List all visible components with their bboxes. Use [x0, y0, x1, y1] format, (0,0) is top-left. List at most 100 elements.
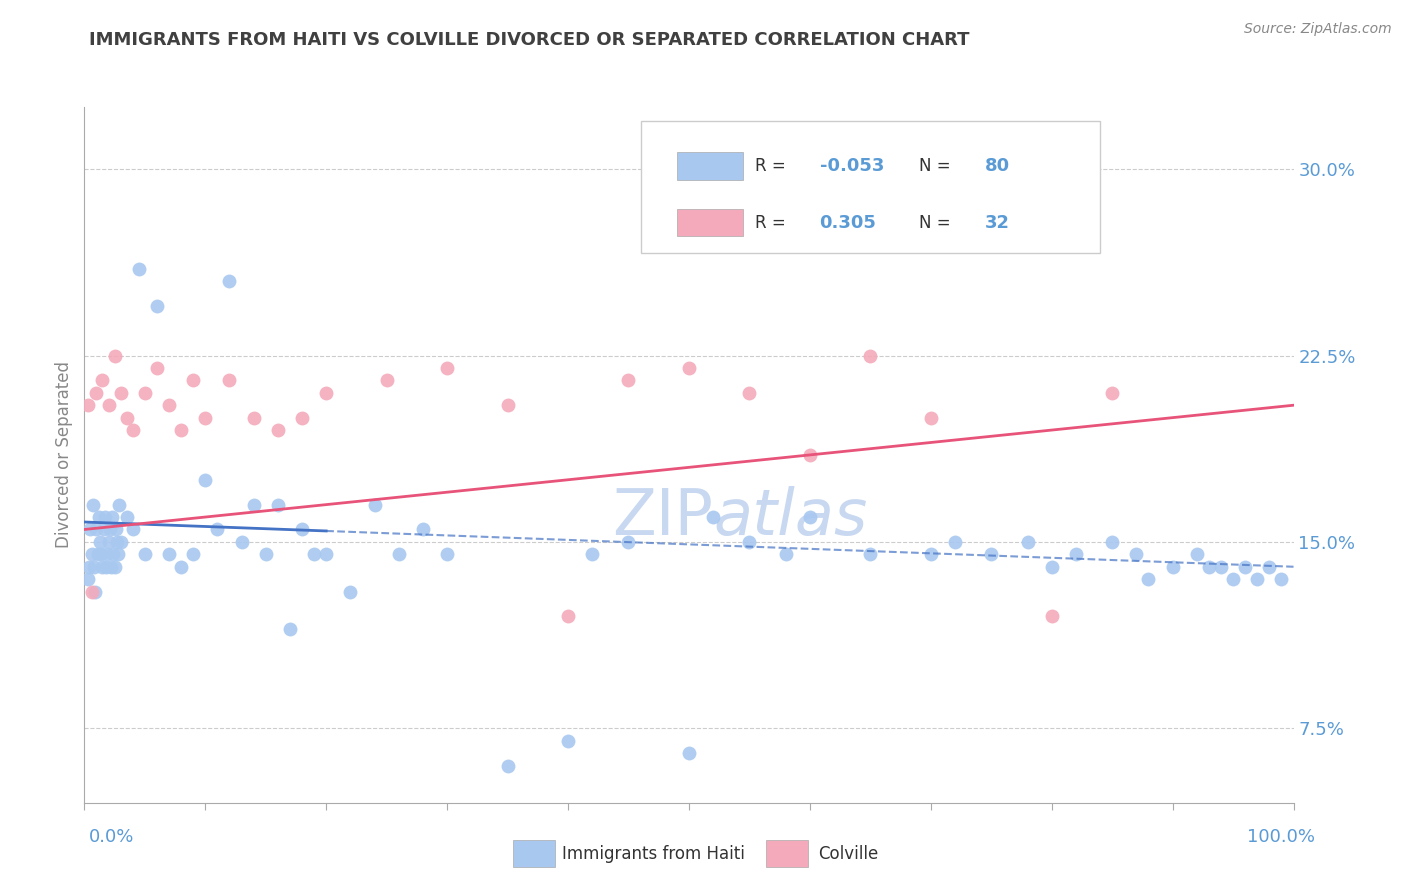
Point: [82, 498, 104, 512]
FancyBboxPatch shape: [676, 209, 744, 236]
Text: IMMIGRANTS FROM HAITI VS COLVILLE DIVORCED OR SEPARATED CORRELATION CHART: IMMIGRANTS FROM HAITI VS COLVILLE DIVORC…: [89, 31, 969, 49]
Point: [1209, 559, 1232, 574]
FancyBboxPatch shape: [676, 152, 744, 179]
Point: [97, 398, 120, 412]
Point: [77, 572, 100, 586]
Point: [581, 547, 603, 561]
Point: [157, 547, 180, 561]
Point: [557, 609, 579, 624]
Point: [291, 410, 314, 425]
Point: [121, 523, 143, 537]
Point: [100, 559, 122, 574]
Text: ZIP: ZIP: [612, 486, 713, 548]
Point: [104, 349, 127, 363]
Text: -0.053: -0.053: [820, 157, 884, 175]
Point: [94, 510, 117, 524]
Text: Source: ZipAtlas.com: Source: ZipAtlas.com: [1244, 22, 1392, 37]
Text: 0.0%: 0.0%: [89, 828, 134, 846]
Point: [859, 349, 882, 363]
Point: [86, 523, 108, 537]
Point: [77, 398, 100, 412]
Point: [218, 274, 240, 288]
Point: [1198, 559, 1220, 574]
Point: [496, 758, 519, 772]
Point: [207, 523, 229, 537]
Point: [775, 547, 797, 561]
Point: [80, 547, 103, 561]
Point: [170, 559, 193, 574]
Point: [121, 423, 143, 437]
Text: N =: N =: [918, 157, 956, 175]
Point: [738, 534, 761, 549]
Point: [1064, 547, 1087, 561]
Point: [315, 385, 337, 400]
Point: [83, 559, 105, 574]
Point: [96, 547, 118, 561]
Point: [980, 547, 1002, 561]
Point: [101, 510, 124, 524]
Text: Immigrants from Haiti: Immigrants from Haiti: [562, 845, 745, 863]
Point: [496, 398, 519, 412]
Point: [91, 559, 114, 574]
Point: [920, 410, 942, 425]
Point: [97, 534, 120, 549]
Point: [104, 523, 127, 537]
Point: [110, 385, 132, 400]
Text: 32: 32: [986, 213, 1010, 232]
Point: [87, 510, 110, 524]
Point: [412, 523, 434, 537]
Point: [1234, 559, 1257, 574]
Point: [1137, 572, 1160, 586]
Point: [181, 373, 204, 387]
Text: R =: R =: [755, 213, 792, 232]
Point: [242, 410, 264, 425]
Point: [80, 584, 103, 599]
Point: [617, 373, 640, 387]
Point: [1040, 559, 1063, 574]
Point: [181, 547, 204, 561]
Point: [91, 373, 114, 387]
Point: [134, 547, 156, 561]
Point: [339, 584, 361, 599]
Point: [1017, 534, 1039, 549]
Point: [436, 361, 458, 376]
Point: [1185, 547, 1208, 561]
Point: [242, 498, 264, 512]
Point: [1101, 385, 1123, 400]
Y-axis label: Divorced or Separated: Divorced or Separated: [55, 361, 73, 549]
Point: [557, 733, 579, 747]
Point: [388, 547, 411, 561]
Point: [678, 361, 700, 376]
Point: [315, 547, 337, 561]
Point: [363, 498, 385, 512]
Point: [146, 361, 169, 376]
Point: [231, 534, 253, 549]
Point: [1040, 609, 1063, 624]
Point: [702, 510, 724, 524]
Point: [115, 510, 138, 524]
Point: [110, 534, 132, 549]
Point: [1125, 547, 1147, 561]
Text: Colville: Colville: [818, 845, 879, 863]
Point: [103, 547, 125, 561]
Text: 80: 80: [986, 157, 1011, 175]
Point: [302, 547, 325, 561]
Point: [799, 510, 821, 524]
Text: atlas: atlas: [713, 486, 868, 548]
Point: [194, 473, 217, 487]
Point: [678, 746, 700, 760]
Point: [218, 373, 240, 387]
Point: [738, 385, 761, 400]
Point: [291, 523, 314, 537]
Point: [128, 261, 150, 276]
Point: [436, 547, 458, 561]
Point: [1101, 534, 1123, 549]
Point: [859, 547, 882, 561]
Point: [146, 299, 169, 313]
Point: [94, 559, 117, 574]
Point: [86, 547, 108, 561]
Point: [1246, 572, 1268, 586]
Point: [98, 523, 121, 537]
Point: [267, 498, 290, 512]
Point: [375, 373, 398, 387]
